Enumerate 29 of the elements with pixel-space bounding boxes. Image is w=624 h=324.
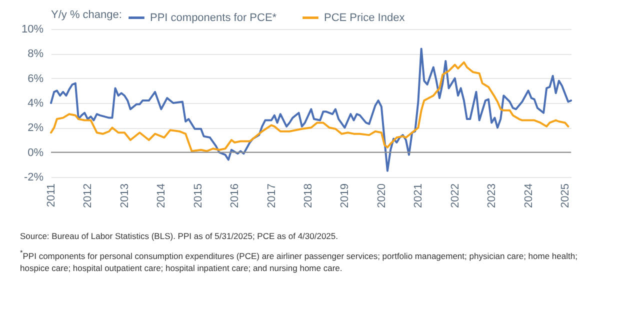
- x-tick-label: 2021: [412, 184, 425, 208]
- line-series: [50, 61, 570, 152]
- legend-label: PCE Price Index: [324, 12, 406, 24]
- y-tick-label: 4%: [28, 98, 44, 110]
- x-tick-label: 2017: [266, 184, 278, 208]
- x-tick-label: 2016: [229, 184, 242, 208]
- line-series: [50, 48, 572, 172]
- y-tick-label: 6%: [28, 72, 44, 85]
- x-tick-label: 2019: [339, 184, 352, 208]
- x-tick-label: 2015: [192, 184, 204, 208]
- legend-label: PPI components for PCE*: [150, 12, 278, 24]
- y-tick-label: 0%: [28, 146, 44, 159]
- y-tick-label: 8%: [28, 48, 44, 60]
- x-tick-label: 2013: [118, 184, 131, 208]
- legend-title: Y/y % change:: [51, 9, 122, 21]
- x-tick-label: 2018: [302, 184, 315, 208]
- x-tick-label: 2024: [522, 184, 535, 208]
- x-tick-label: 2022: [449, 184, 462, 208]
- x-tick-label: 2011: [46, 184, 58, 208]
- y-tick-label: -2%: [24, 172, 44, 184]
- x-tick-label: 2023: [486, 184, 498, 208]
- y-tick-label: 2%: [28, 122, 44, 134]
- x-tick-label: 2012: [82, 184, 94, 208]
- x-tick-label: 2014: [156, 184, 168, 208]
- text: $^{*}$PPI components for personal consumption expenditures (PCE) are airliner passenger services; portfolio management; physician care; home health; hospice care; hospital outpatient care; hospital inpatient care; and nursing home care.: [20, 248, 578, 276]
- source-note: Source: Bureau of Labor Statistics (BLS). PPI as of 5/31/2025; PCE as of 4/30/2025.: [20, 230, 339, 243]
- x-tick-label: 2025: [560, 184, 572, 208]
- y-tick-label: 10%: [21, 24, 44, 36]
- x-tick-label: 2020: [376, 184, 388, 208]
